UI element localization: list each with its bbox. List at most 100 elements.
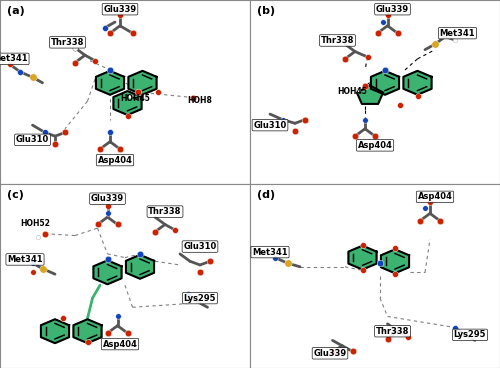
Point [34,234,42,240]
Point [94,222,102,227]
Point [126,93,134,99]
Point [41,231,49,237]
Point [371,133,379,139]
Point [124,330,132,336]
Point [278,117,286,123]
Polygon shape [357,85,383,104]
Point [124,113,132,119]
Point [416,218,424,224]
Text: Glu339: Glu339 [91,194,124,203]
Point [91,58,99,64]
Text: (d): (d) [258,190,276,199]
Point [106,67,114,73]
Text: Thr338: Thr338 [51,38,84,47]
Point [128,30,136,36]
Point [71,45,79,51]
Text: Met341: Met341 [0,54,28,63]
Point [104,203,112,209]
Point [358,268,366,273]
Point [341,56,349,62]
Polygon shape [41,319,69,343]
Point [391,271,399,277]
Text: Asp404: Asp404 [418,192,452,201]
Point [301,117,309,123]
Point [361,84,369,89]
Point [404,334,411,340]
Text: HOH45: HOH45 [120,94,150,103]
Text: HOH45: HOH45 [338,87,368,96]
Point [361,117,369,123]
Point [188,95,196,100]
Point [271,255,279,261]
Polygon shape [348,246,376,269]
Point [284,260,292,266]
Point [151,229,159,235]
Text: HOH52: HOH52 [20,219,50,228]
Polygon shape [94,261,122,284]
Point [96,146,104,152]
Polygon shape [404,71,431,95]
Point [196,269,204,275]
Point [196,98,204,104]
Point [348,348,356,354]
Point [384,336,392,342]
Point [154,89,162,95]
Text: Glu339: Glu339 [314,349,346,358]
Text: Lys295: Lys295 [184,294,216,302]
Point [114,314,122,319]
Point [391,245,399,251]
Point [354,87,362,93]
Point [101,25,109,31]
Point [104,330,112,336]
Point [291,128,299,134]
Text: Met341: Met341 [7,255,43,264]
Polygon shape [114,91,141,115]
Point [51,141,59,146]
Point [414,93,422,99]
Point [38,266,46,272]
Text: HOH8: HOH8 [188,96,212,105]
Point [378,19,386,25]
Point [84,339,92,345]
Text: Glu339: Glu339 [376,5,409,14]
Point [41,130,49,135]
Point [104,256,112,262]
Point [28,269,36,275]
Point [358,242,366,248]
Text: Thr338: Thr338 [321,36,354,45]
Point [106,130,114,135]
Point [328,348,336,354]
Text: Glu339: Glu339 [104,5,136,14]
Point [451,38,459,43]
Point [58,315,66,321]
Point [206,258,214,264]
Text: (a): (a) [8,6,25,15]
Point [184,291,192,297]
Polygon shape [128,71,156,95]
Polygon shape [126,255,154,279]
Text: Asp404: Asp404 [358,141,392,150]
Polygon shape [74,319,102,343]
Point [421,205,429,211]
Polygon shape [371,71,399,95]
Point [396,102,404,108]
Point [376,260,384,266]
Text: Glu310: Glu310 [16,135,49,144]
Text: Met341: Met341 [440,29,476,38]
Point [114,222,122,227]
Polygon shape [96,71,124,95]
Text: Asp404: Asp404 [102,340,138,348]
Point [351,133,359,139]
Text: Asp404: Asp404 [98,156,132,164]
Point [374,30,382,36]
Text: Glu310: Glu310 [184,242,216,251]
Point [71,60,79,66]
Point [364,54,372,60]
Text: Glu310: Glu310 [254,121,286,130]
Point [141,93,149,99]
Point [28,74,36,80]
Point [6,61,14,67]
Text: Met341: Met341 [252,248,288,256]
Point [451,325,459,330]
Polygon shape [381,250,409,273]
